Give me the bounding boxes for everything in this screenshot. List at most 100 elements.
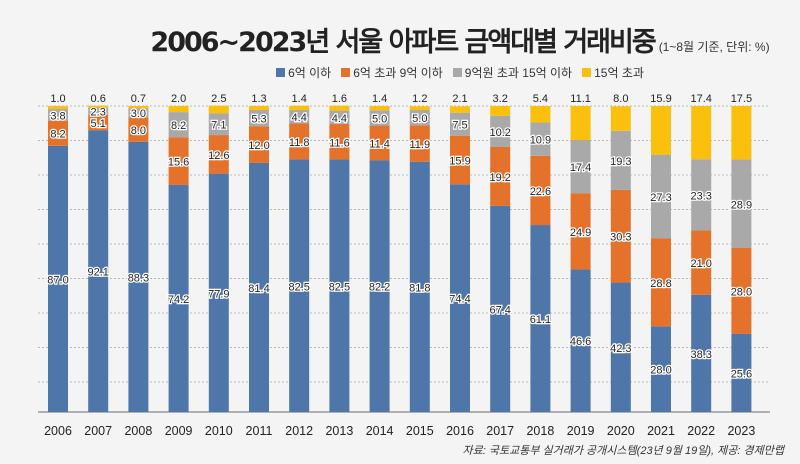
bar-segment	[249, 109, 269, 127]
data-label: 19.2	[489, 172, 510, 184]
bar-segment	[289, 105, 310, 110]
x-tick-label: 2022	[687, 424, 715, 438]
bar-segment	[490, 205, 511, 412]
data-label: 2.1	[452, 93, 467, 105]
bar-segment	[731, 333, 752, 412]
data-label: 12.0	[248, 140, 269, 152]
data-label: 42.3	[610, 343, 631, 355]
bar-segment	[610, 106, 631, 131]
data-label: 1.6	[332, 93, 347, 105]
data-label: 61.1	[530, 314, 551, 326]
bar-segment	[450, 106, 470, 113]
data-label: 2.5	[211, 93, 226, 105]
data-label: 5.1	[91, 118, 106, 130]
legend-item: 9억원 초과 15억 이하	[452, 64, 573, 81]
data-label: 11.1	[570, 93, 591, 105]
bar-segment	[208, 113, 229, 136]
bar-segment	[570, 139, 591, 194]
legend-swatch	[341, 68, 351, 77]
legend-swatch	[452, 68, 462, 77]
data-label: 28.8	[650, 278, 671, 290]
bar-segment	[168, 137, 189, 185]
legend-item: 6억 이하	[276, 64, 331, 81]
bar-segment	[88, 130, 109, 412]
bar-segment	[691, 294, 712, 412]
bar-segment	[570, 269, 591, 412]
bar-segment	[128, 141, 149, 412]
bar-segment	[731, 247, 752, 334]
x-tick-label: 2008	[124, 424, 152, 438]
data-label: 81.8	[409, 282, 430, 294]
data-label: 7.5	[452, 120, 467, 132]
x-tick-label: 2006	[44, 424, 72, 438]
chart-subtitle: (1~8월 기준, 단위: %)	[658, 40, 770, 54]
bar-segment	[329, 105, 350, 111]
bar-segment	[369, 160, 390, 412]
x-tick-label: 2013	[325, 424, 353, 438]
data-label: 1.0	[50, 93, 65, 105]
data-label: 82.5	[329, 281, 350, 293]
x-tick-label: 2017	[486, 424, 514, 438]
data-label: 5.0	[412, 113, 427, 125]
bar-segment	[490, 115, 511, 148]
legend-label: 9억원 초과 15억 이하	[464, 66, 573, 80]
bar-segment	[490, 106, 511, 116]
data-label: 92.1	[87, 267, 108, 279]
data-label: 3.2	[493, 93, 508, 105]
bar-segment	[651, 238, 671, 327]
bar-segment	[88, 105, 109, 108]
data-label: 74.4	[449, 294, 470, 306]
bar-segment	[249, 106, 269, 110]
data-label: 19.3	[610, 156, 631, 168]
bar-segment	[409, 161, 430, 412]
data-label: 87.0	[47, 274, 68, 286]
bar-segment	[530, 225, 551, 412]
bar-segment	[409, 125, 430, 162]
bar-segment	[48, 145, 68, 412]
legend-label: 6억 이하	[288, 66, 332, 80]
bar-segment	[651, 106, 671, 155]
data-label: 81.4	[248, 283, 269, 295]
bar-segment	[490, 147, 511, 206]
data-label: 3.0	[131, 108, 146, 120]
bar-segment	[168, 184, 189, 412]
data-label: 0.7	[131, 93, 146, 105]
data-label: 8.2	[171, 120, 186, 132]
x-tick-label: 2009	[165, 424, 193, 438]
bar-segment	[570, 193, 591, 270]
bar-segment	[168, 112, 189, 138]
bar-segment	[610, 282, 631, 412]
data-label: 2.0	[171, 93, 186, 105]
source-note: 자료: 국토교통부 실거래가 공개시스템(23년 9월 19일), 제공: 경제…	[462, 445, 784, 457]
x-tick-label: 2012	[285, 424, 313, 438]
bar-segment	[208, 105, 229, 114]
bar-segment	[249, 162, 269, 412]
x-tick-label: 2018	[526, 424, 554, 438]
data-label: 77.9	[208, 288, 229, 300]
data-label: 28.0	[650, 365, 671, 377]
data-label: 22.6	[530, 186, 551, 198]
data-label: 4.4	[292, 112, 307, 124]
bar-segment	[48, 120, 68, 146]
bar-segment	[128, 106, 149, 109]
bar-segment	[249, 126, 269, 163]
bar-segment	[168, 106, 189, 113]
bar-segment	[610, 189, 631, 283]
data-label: 17.4	[690, 93, 711, 105]
data-label: 8.0	[613, 93, 628, 105]
data-label: 21.0	[690, 258, 711, 270]
legend-swatch	[582, 68, 592, 77]
data-label: 11.6	[329, 137, 350, 149]
data-label: 5.0	[372, 113, 387, 125]
data-label: 8.2	[50, 129, 65, 141]
data-label: 25.6	[731, 368, 752, 380]
bar-segment	[289, 109, 310, 124]
data-label: 11.4	[369, 139, 390, 151]
data-label: 82.5	[288, 281, 309, 293]
x-tick-label: 2014	[366, 424, 394, 438]
bar-segment	[570, 106, 591, 140]
data-label: 10.9	[530, 135, 551, 147]
bar-segment	[369, 125, 390, 161]
x-tick-label: 2015	[406, 424, 434, 438]
